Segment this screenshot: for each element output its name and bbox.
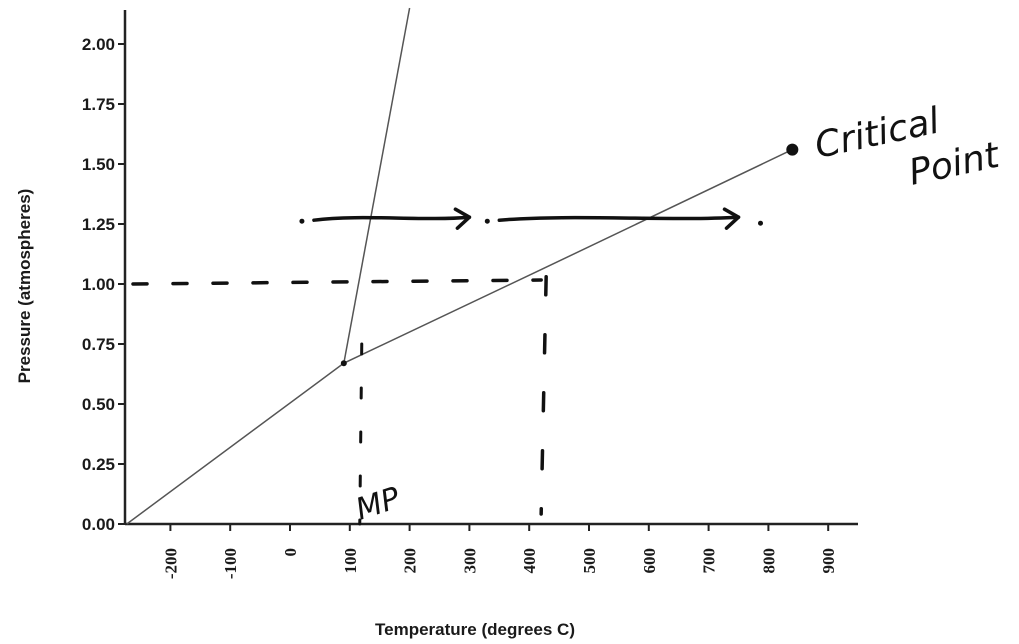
- x-tick-label-8: 600: [640, 548, 659, 574]
- y-tick-label-2: 0.50: [82, 395, 115, 414]
- arrow-start-dot-0: [299, 218, 305, 224]
- x-tick-label-11: 900: [819, 548, 838, 574]
- arrow-start-dot-1: [484, 218, 490, 224]
- y-tick-label-7: 1.75: [82, 95, 115, 114]
- x-tick-label-1: -100: [221, 548, 240, 579]
- x-tick-label-0: -200: [161, 548, 180, 579]
- y-tick-label-5: 1.25: [82, 215, 115, 234]
- x-tick-label-10: 800: [759, 548, 778, 574]
- series-layer: [126, 7, 793, 525]
- x-tick-label-7: 500: [580, 548, 599, 574]
- boiling-point-dashed-line: [539, 275, 548, 516]
- annotation-layer: [131, 143, 799, 526]
- heating-arrow-shaft-1: [497, 215, 741, 222]
- y-tick-label-1: 0.25: [82, 455, 115, 474]
- y-axis-ticks: 0.00 0.25 0.50 0.75 1.00 1.25 1.50 1.75 2.00: [82, 35, 125, 534]
- phase-boundary-line-0: [126, 148, 793, 525]
- x-axis-ticks: -200 -100 0 100 200 300 400 500 600 700 800 900: [161, 524, 838, 579]
- y-tick-label-4: 1.00: [82, 275, 115, 294]
- x-tick-label-9: 700: [700, 548, 719, 574]
- x-axis-label: Temperature (degrees C): [375, 620, 575, 639]
- pressure-1atm-dashed-line: [131, 278, 543, 286]
- heating-arrow-shaft-0: [312, 215, 472, 222]
- critical-point-marker: [786, 143, 799, 156]
- melting-point-dashed-line: [358, 342, 364, 526]
- triple-point-marker: [340, 360, 347, 367]
- heating-arrow-head-1: [722, 207, 741, 230]
- phase-boundary-line-1: [343, 7, 411, 364]
- y-axis-label: Pressure (atmospheres): [15, 189, 34, 384]
- x-tick-label-3: 100: [341, 548, 360, 574]
- arrow-end-dot: [758, 220, 763, 226]
- melting-point-label: MP: [352, 480, 406, 527]
- heating-arrow-head-0: [453, 207, 472, 230]
- x-tick-label-4: 200: [401, 548, 420, 574]
- y-tick-label-0: 0.00: [82, 515, 115, 534]
- y-tick-label-6: 1.50: [82, 155, 115, 174]
- x-tick-label-2: 0: [281, 548, 300, 557]
- x-tick-label-6: 400: [520, 548, 539, 574]
- y-tick-label-8: 2.00: [82, 35, 115, 54]
- y-tick-label-3: 0.75: [82, 335, 115, 354]
- x-tick-label-5: 300: [460, 548, 479, 574]
